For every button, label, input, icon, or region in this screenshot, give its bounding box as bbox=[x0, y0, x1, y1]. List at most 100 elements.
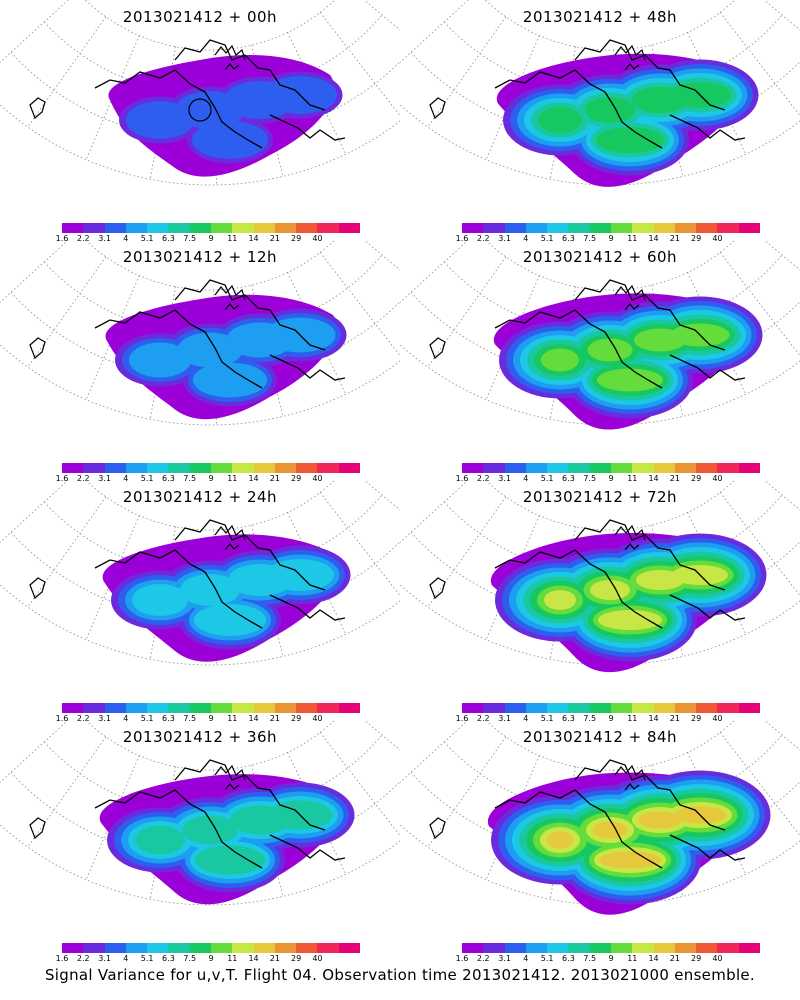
meridian-line bbox=[427, 16, 507, 128]
colorbar-tick-label: 2.2 bbox=[476, 474, 490, 483]
colorbar-swatch bbox=[589, 943, 611, 953]
colorbar-swatch bbox=[696, 463, 718, 473]
colorbar-swatch bbox=[632, 703, 654, 713]
colorbar-labels: 1.6 2.2 3.1 4 5.1 6.3 7.5 9 11 14 21 29 40 bbox=[56, 954, 360, 964]
meridian-line bbox=[687, 272, 747, 395]
colorbar-tick-label: 29 bbox=[291, 474, 302, 483]
variance-contour bbox=[587, 338, 633, 362]
colorbar-tick-label: 40 bbox=[312, 954, 323, 963]
colorbar-tick-label: 40 bbox=[712, 234, 723, 243]
variance-contour bbox=[182, 815, 238, 845]
coastline bbox=[574, 279, 726, 351]
meridian-line bbox=[27, 496, 107, 608]
colorbar-swatch bbox=[483, 943, 505, 953]
meridian-line bbox=[400, 240, 469, 303]
colorbar-tick-label: 11 bbox=[627, 474, 638, 483]
colorbar-swatch bbox=[125, 463, 148, 473]
colorbar-labels: 1.6 2.2 3.1 4 5.1 6.3 7.5 9 11 14 21 29 40 bbox=[456, 954, 760, 964]
variance-contour bbox=[192, 121, 268, 159]
colorbar-tick-label: 2.2 bbox=[476, 714, 490, 723]
colorbar-swatch bbox=[525, 703, 548, 713]
colorbar-swatch bbox=[168, 943, 190, 953]
panel-title: 2013021412 + 84h bbox=[522, 728, 678, 746]
colorbar-swatch bbox=[317, 703, 339, 713]
variance-contour bbox=[135, 825, 185, 855]
colorbar-swatch bbox=[525, 223, 548, 233]
colorbar-swatch bbox=[653, 703, 675, 713]
colorbar-swatch bbox=[274, 943, 297, 953]
panel-title: 2013021412 + 60h bbox=[522, 248, 678, 266]
latitude-line bbox=[84, 720, 336, 771]
meridian-line bbox=[0, 0, 69, 63]
latitude-line bbox=[84, 480, 336, 531]
map-panel-48h: 2013021412 + 48h 1.6 2.2 3.1 4 5.1 6.3 7.5 9 11 1… bbox=[400, 0, 800, 243]
archipelago-outline bbox=[214, 524, 246, 551]
colorbar-swatch bbox=[338, 463, 360, 473]
island-outline bbox=[429, 817, 446, 840]
colorbar bbox=[462, 703, 760, 713]
colorbar-swatch bbox=[210, 943, 233, 953]
observation-marker bbox=[188, 98, 212, 122]
forecast-map bbox=[400, 720, 800, 915]
variance-contour bbox=[129, 342, 191, 378]
variance-contour bbox=[596, 127, 664, 153]
colorbar-swatch bbox=[83, 223, 105, 233]
colorbar-swatch bbox=[610, 463, 633, 473]
variance-contour bbox=[590, 580, 630, 600]
variance-contour bbox=[547, 831, 573, 849]
meridian-line bbox=[0, 720, 69, 783]
panel-title: 2013021412 + 36h bbox=[122, 728, 278, 746]
colorbar-swatch bbox=[547, 463, 569, 473]
colorbar-tick-label: 4 bbox=[523, 954, 529, 963]
variance-contour bbox=[195, 845, 265, 875]
colorbar-swatch bbox=[232, 463, 254, 473]
colorbar-tick-label: 14 bbox=[648, 234, 659, 243]
map-layer bbox=[0, 0, 400, 186]
archipelago-outline bbox=[214, 284, 246, 311]
coastline bbox=[669, 834, 746, 861]
colorbar bbox=[462, 463, 760, 473]
colorbar-swatch bbox=[696, 703, 718, 713]
colorbar-tick-label: 7.5 bbox=[183, 954, 197, 963]
colorbar-tick-label: 4 bbox=[523, 474, 529, 483]
forecast-map bbox=[400, 480, 800, 673]
variance-contour bbox=[541, 348, 579, 372]
colorbar-tick-label: 21 bbox=[269, 714, 280, 723]
colorbar-tick-label: 14 bbox=[248, 234, 259, 243]
colorbar-swatch bbox=[610, 223, 633, 233]
colorbar bbox=[462, 223, 760, 233]
colorbar-swatch bbox=[189, 463, 211, 473]
colorbar-swatch bbox=[504, 223, 526, 233]
meridian-line bbox=[687, 32, 747, 155]
colorbar-tick-label: 40 bbox=[312, 234, 323, 243]
colorbar-tick-label: 7.5 bbox=[183, 714, 197, 723]
colorbar-tick-label: 14 bbox=[648, 954, 659, 963]
colorbar bbox=[62, 463, 360, 473]
colorbar-swatch bbox=[568, 223, 590, 233]
meridian-line bbox=[485, 35, 540, 160]
colorbar-swatch bbox=[462, 943, 484, 953]
meridian-line bbox=[287, 752, 347, 875]
colorbar-swatch bbox=[296, 943, 318, 953]
colorbar-tick-label: 1.6 bbox=[455, 234, 469, 243]
panel-title: 2013021412 + 00h bbox=[122, 8, 278, 26]
colorbar-tick-label: 40 bbox=[712, 954, 723, 963]
colorbar-tick-label: 11 bbox=[627, 714, 638, 723]
colorbar-swatch bbox=[189, 703, 211, 713]
coastline bbox=[669, 114, 746, 141]
colorbar bbox=[62, 943, 360, 953]
colorbar-tick-label: 6.3 bbox=[162, 714, 175, 723]
colorbar-tick-label: 5.1 bbox=[140, 474, 154, 483]
variance-contour bbox=[598, 610, 662, 630]
colorbar-tick-label: 7.5 bbox=[583, 714, 597, 723]
colorbar-tick-label: 1.6 bbox=[455, 954, 469, 963]
meridian-line bbox=[427, 736, 507, 848]
map-layer bbox=[400, 0, 800, 187]
colorbar-tick-label: 11 bbox=[227, 954, 238, 963]
colorbar-swatch bbox=[147, 703, 169, 713]
map-panel-72h: 2013021412 + 72h 1.6 2.2 3.1 4 5.1 6.3 7.5 9 11 1… bbox=[400, 480, 800, 723]
colorbar-swatch bbox=[632, 463, 654, 473]
colorbar-tick-label: 6.3 bbox=[562, 474, 575, 483]
colorbar-swatch bbox=[253, 463, 275, 473]
colorbar-tick-label: 5.1 bbox=[540, 234, 554, 243]
